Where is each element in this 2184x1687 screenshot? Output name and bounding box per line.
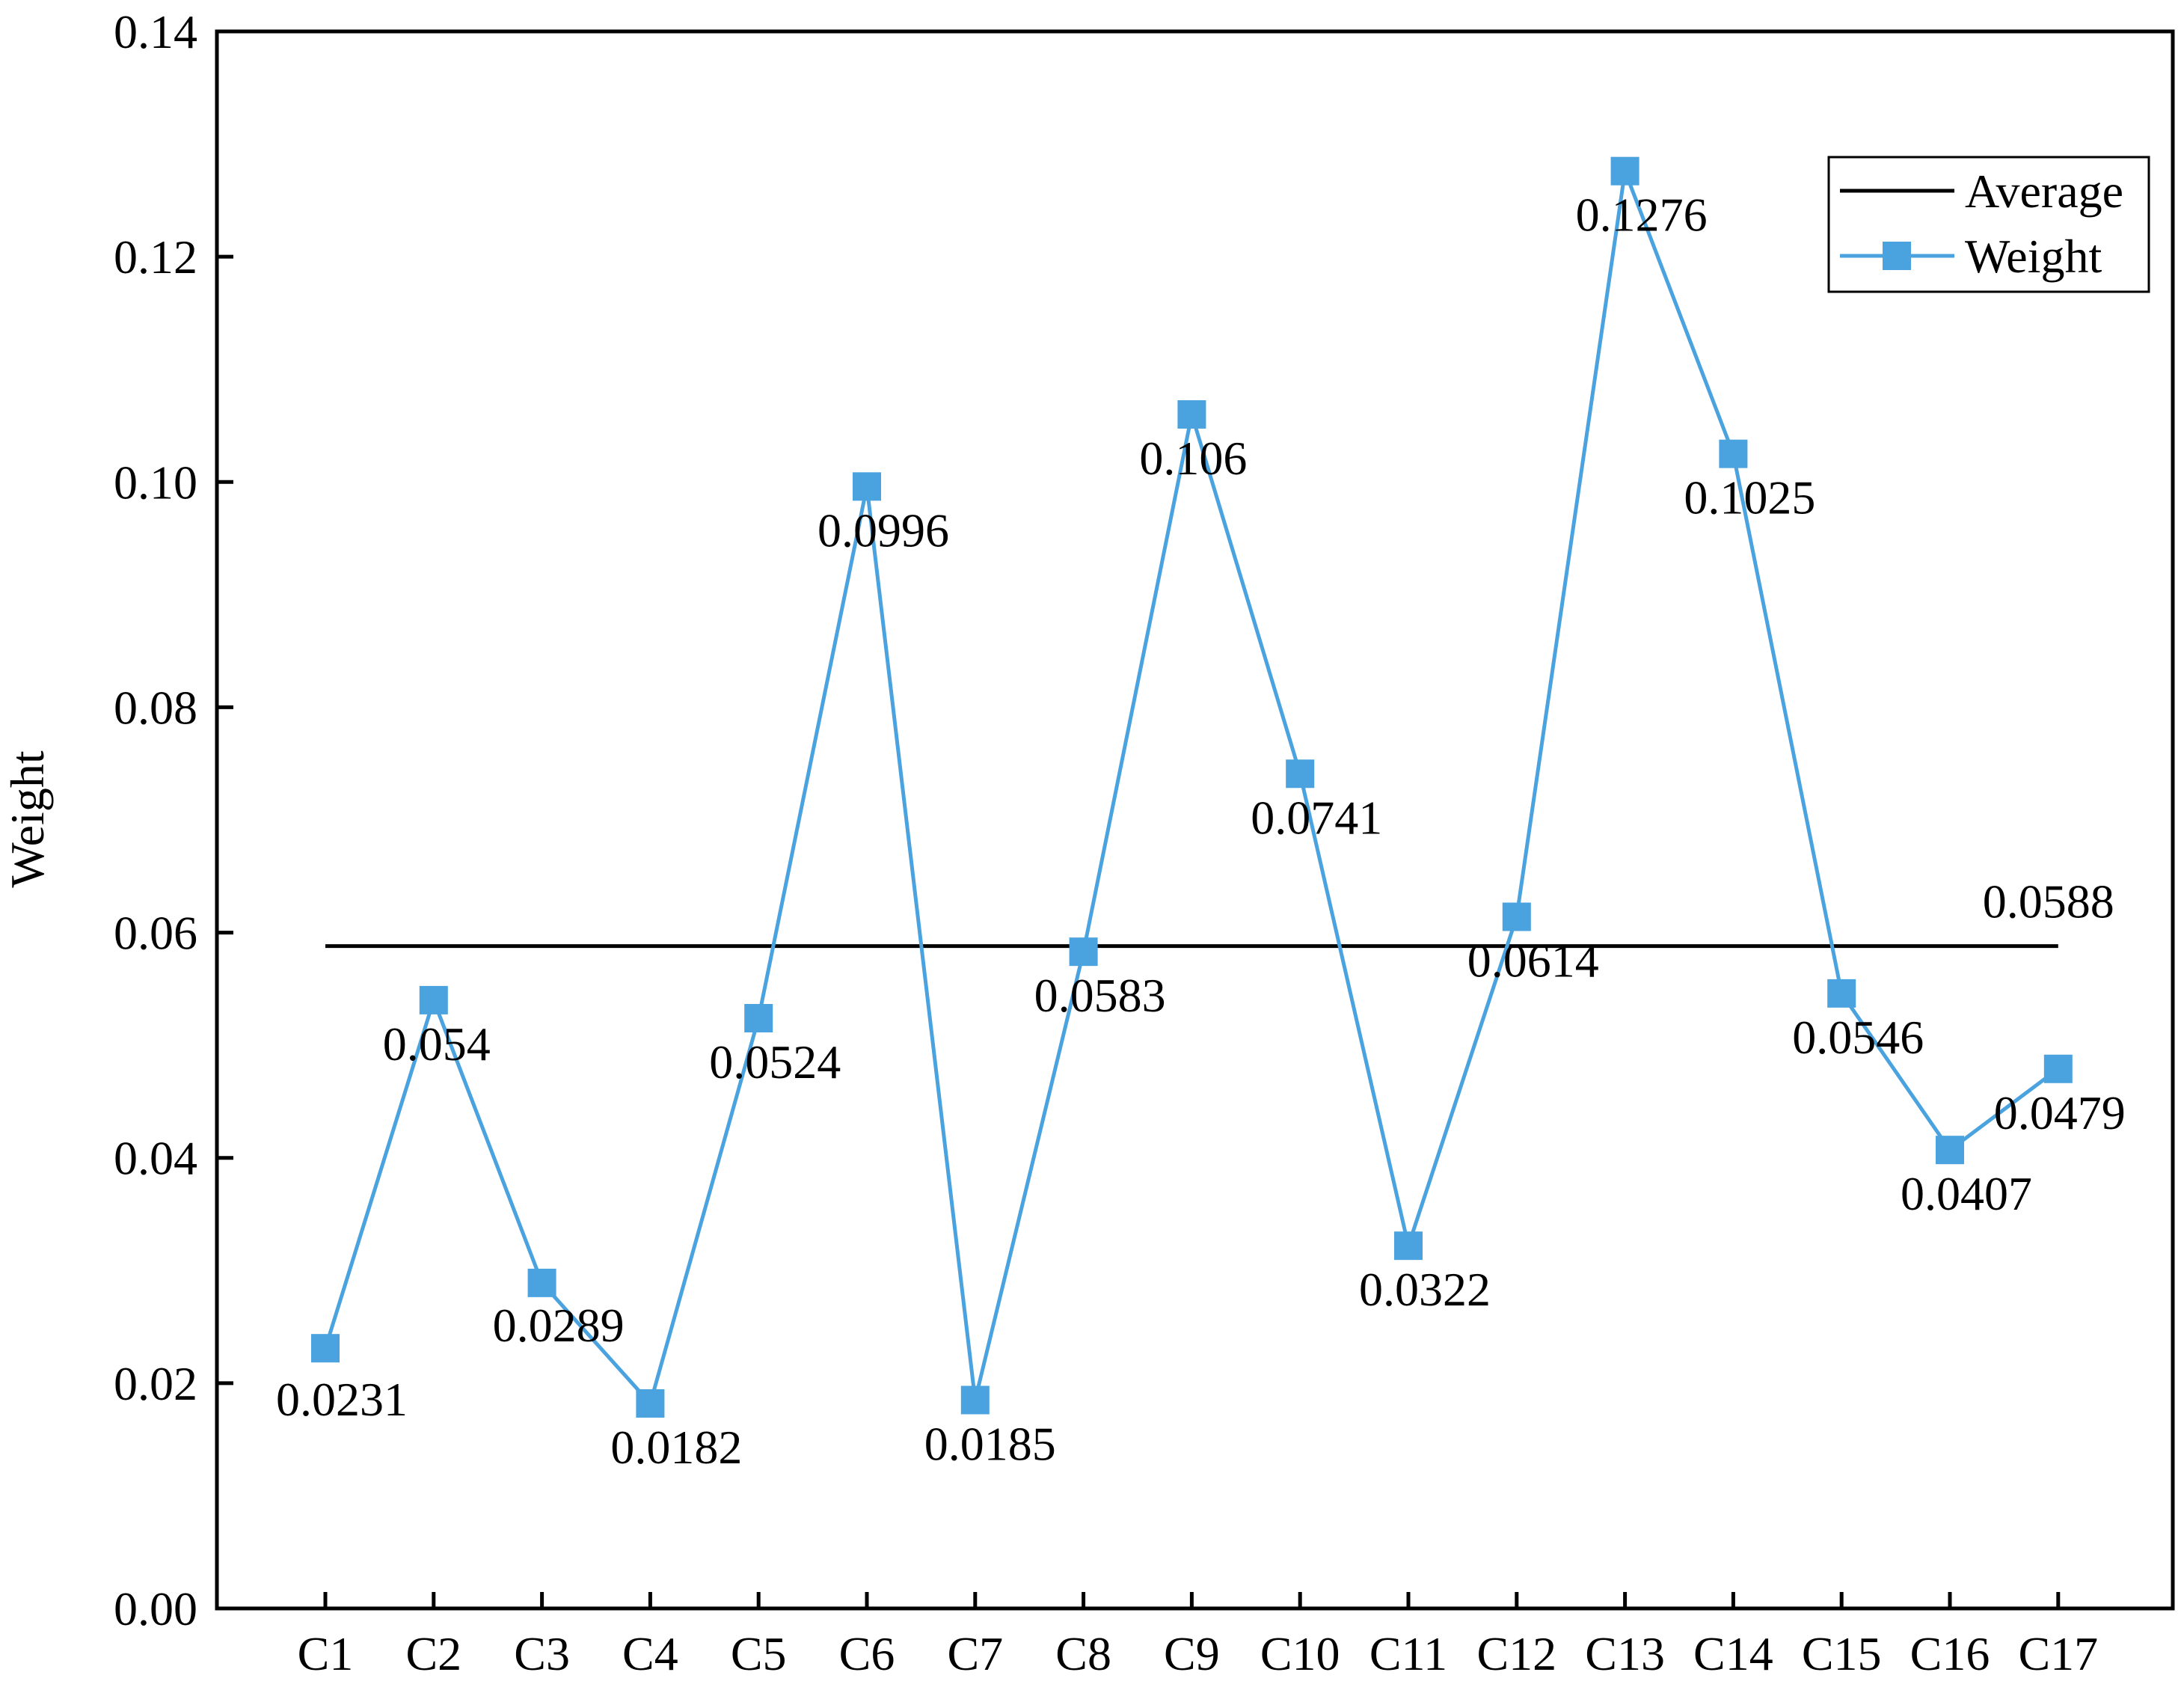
legend: Average Weight	[1827, 156, 2150, 293]
y-tick-label: 0.00	[114, 1582, 197, 1635]
data-label-layer: 0.0231 0.054 0.0289 0.0182 0.0524 0.0996 0.018…	[276, 189, 2126, 1474]
weight-data-label: 0.0546	[1792, 1011, 1924, 1064]
weight-point	[1177, 399, 1206, 429]
x-tick-label: C2	[405, 1627, 461, 1680]
x-tick-label: C14	[1693, 1627, 1773, 1680]
weight-point	[2043, 1054, 2073, 1083]
weight-data-label: 0.0996	[818, 503, 949, 557]
weight-point	[1827, 979, 1856, 1008]
weight-data-label: 0.0231	[276, 1373, 408, 1426]
weight-data-label: 0.1276	[1576, 189, 1708, 242]
y-tick-label: 0.12	[114, 230, 197, 284]
weight-point	[1286, 759, 1315, 789]
x-tick-label: C12	[1476, 1627, 1556, 1680]
x-tick-label: C11	[1369, 1627, 1447, 1680]
y-axis-title: Weight	[1, 750, 54, 887]
average-value-label: 0.0588	[1983, 875, 2114, 928]
x-tick-label: C10	[1260, 1627, 1340, 1680]
weight-point	[311, 1334, 340, 1363]
weight-point	[1069, 937, 1098, 967]
x-tick-label: C13	[1585, 1627, 1665, 1680]
weight-data-label: 0.0583	[1034, 969, 1166, 1022]
weight-data-label: 0.0614	[1467, 934, 1599, 987]
weight-data-label: 0.0185	[924, 1417, 1056, 1470]
weight-point	[419, 985, 448, 1014]
x-tick-label: C5	[731, 1627, 787, 1680]
weight-point	[1936, 1136, 1964, 1165]
weight-point	[636, 1389, 665, 1418]
weight-data-label: 0.0182	[610, 1421, 742, 1474]
x-tick-label: C6	[839, 1627, 895, 1680]
x-tick-label: C16	[1910, 1627, 1990, 1680]
y-tick-label: 0.10	[114, 456, 197, 509]
weight-point	[744, 1004, 773, 1033]
x-tick-label: C7	[947, 1627, 1003, 1680]
weight-point	[1610, 156, 1639, 186]
weight-data-label: 0.0407	[1901, 1167, 2032, 1220]
y-tick-label: 0.08	[114, 681, 197, 734]
weight-series-line	[323, 163, 2060, 1408]
weight-point	[960, 1386, 990, 1415]
x-tick-label: C1	[298, 1627, 354, 1680]
legend-average-label: Average	[1965, 165, 2123, 218]
weight-data-label: 0.054	[383, 1017, 491, 1071]
weight-data-label: 0.0289	[493, 1299, 625, 1352]
x-tick-label: C4	[622, 1627, 678, 1680]
x-tick-label: C17	[2018, 1627, 2098, 1680]
weight-data-label: 0.0741	[1251, 791, 1382, 844]
weight-point	[1394, 1231, 1423, 1261]
legend-weight-marker	[1883, 242, 1911, 270]
weight-point	[853, 472, 881, 501]
weight-point	[1502, 902, 1531, 931]
x-tick-label: C15	[1802, 1627, 1882, 1680]
x-tick-label: C3	[514, 1627, 570, 1680]
weight-data-label: 0.0524	[709, 1035, 841, 1089]
axes: 0.00 0.02 0.04 0.06 0.08 0.10 0.12 0.14 C1 C2 C3 C4…	[114, 5, 2175, 1680]
y-tick-label: 0.14	[114, 5, 197, 58]
legend-box	[1827, 156, 2150, 293]
plot-frame	[215, 29, 2175, 1611]
y-tick-label: 0.02	[114, 1357, 197, 1410]
legend-weight-label: Weight	[1965, 230, 2102, 283]
x-tick-label: C8	[1055, 1627, 1111, 1680]
y-tick-label: 0.04	[114, 1132, 197, 1185]
weight-data-label: 0.0322	[1359, 1263, 1491, 1316]
weight-point	[1719, 439, 1748, 468]
weight-data-label: 0.106	[1139, 432, 1247, 485]
average-layer: 0.0588	[325, 875, 2114, 949]
weight-point	[527, 1268, 556, 1297]
weight-data-label: 0.0479	[1994, 1086, 2126, 1139]
series-layer	[311, 156, 2073, 1418]
y-tick-label: 0.06	[114, 907, 197, 960]
weight-data-label: 0.1025	[1684, 471, 1815, 524]
x-tick-label: C9	[1164, 1627, 1220, 1680]
